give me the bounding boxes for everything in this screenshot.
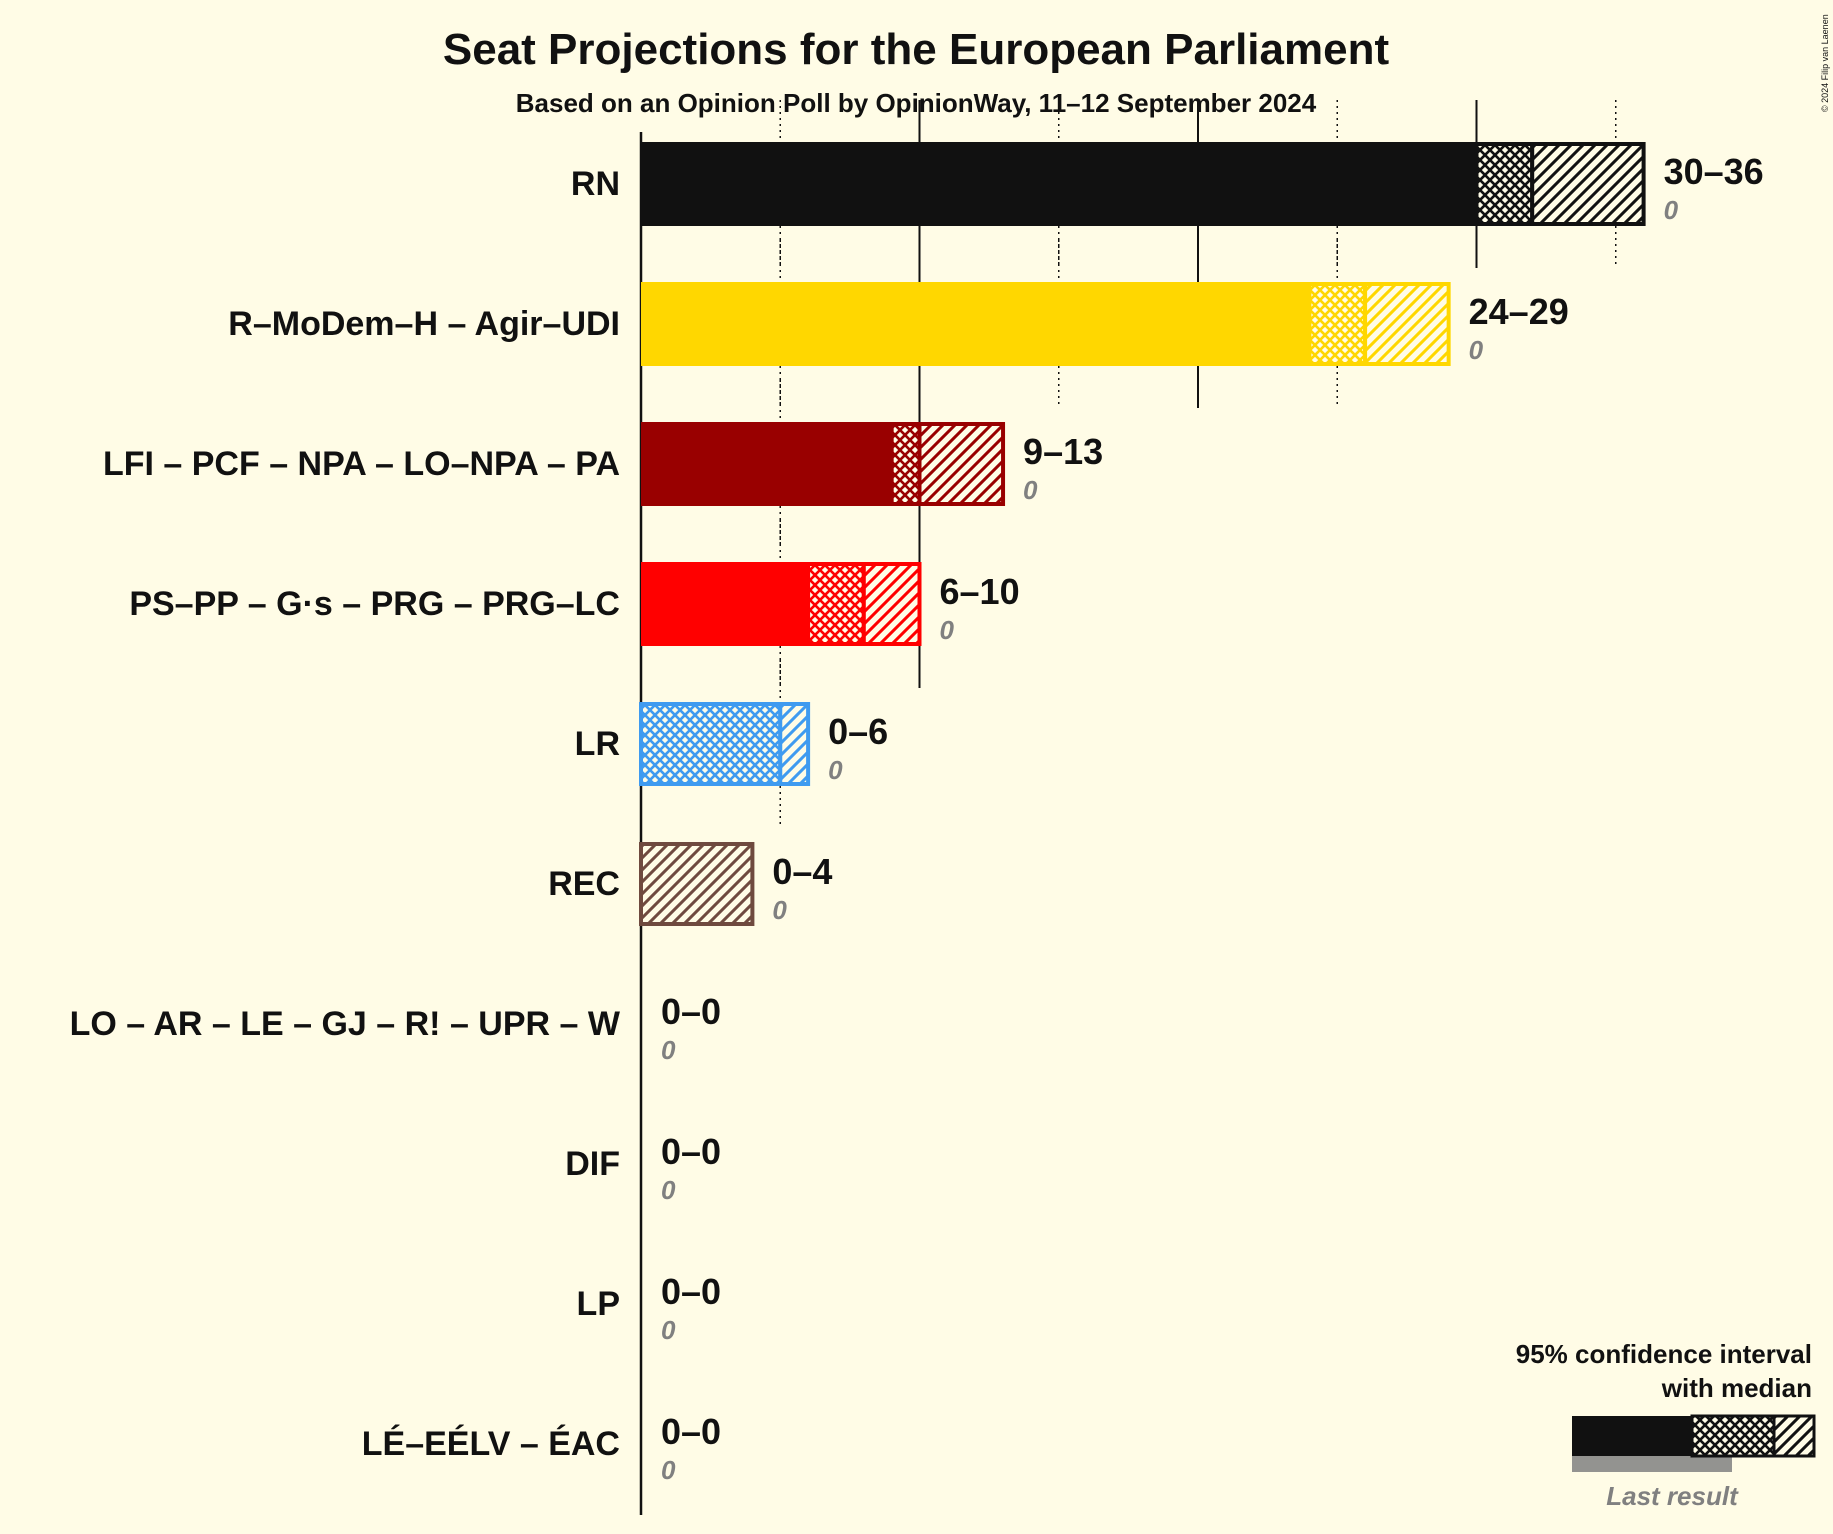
bar-solid bbox=[641, 562, 809, 646]
range-label: 30–36 bbox=[1664, 151, 1764, 192]
range-label: 0–0 bbox=[661, 1411, 721, 1452]
category-label: LÉ–EÉLV – ÉAC bbox=[362, 1425, 620, 1463]
legend-last-result-label: Last result bbox=[1606, 1481, 1739, 1511]
category-label: LP bbox=[577, 1285, 620, 1323]
range-label: 0–4 bbox=[772, 851, 832, 892]
legend-ci-hatch bbox=[1772, 1414, 1816, 1458]
range-label: 0–0 bbox=[661, 1131, 721, 1172]
bar-median-hatch bbox=[889, 422, 922, 506]
category-label: PS–PP – G·s – PRG – PRG–LC bbox=[129, 585, 620, 623]
bar-ci-hatch bbox=[917, 422, 1006, 506]
chart-title: Seat Projections for the European Parlia… bbox=[443, 25, 1390, 74]
category-label: LO – AR – LE – GJ – R! – UPR – W bbox=[70, 1005, 621, 1043]
range-label: 9–13 bbox=[1023, 431, 1103, 472]
range-label: 24–29 bbox=[1469, 291, 1569, 332]
bar-solid bbox=[641, 282, 1310, 366]
last-result-label: 0 bbox=[661, 1315, 676, 1345]
legend-last-result-bar bbox=[1572, 1454, 1732, 1472]
bar-ci-hatch bbox=[861, 562, 922, 646]
range-label: 0–0 bbox=[661, 991, 721, 1032]
legend-line1: 95% confidence interval bbox=[1516, 1339, 1812, 1369]
category-label: REC bbox=[548, 865, 620, 903]
category-label: R–MoDem–H – Agir–UDI bbox=[228, 305, 620, 343]
copyright-note: © 2024 Filip van Laenen bbox=[1820, 14, 1830, 112]
range-label: 0–0 bbox=[661, 1271, 721, 1312]
legend: 95% confidence interval with median Last… bbox=[1516, 1339, 1816, 1511]
last-result-label: 0 bbox=[772, 895, 787, 925]
bar-median-hatch bbox=[639, 702, 783, 786]
last-result-label: 0 bbox=[661, 1455, 676, 1485]
category-label: LFI – PCF – NPA – LO–NPA – PA bbox=[103, 445, 620, 483]
last-result-label: 0 bbox=[661, 1175, 676, 1205]
last-result-label: 0 bbox=[1664, 195, 1679, 225]
last-result-label: 0 bbox=[1023, 475, 1038, 505]
bar-ci-hatch bbox=[1530, 142, 1646, 226]
last-result-label: 0 bbox=[828, 755, 843, 785]
category-label: DIF bbox=[565, 1145, 620, 1183]
legend-solid bbox=[1572, 1416, 1692, 1456]
category-label: RN bbox=[571, 165, 620, 203]
bar-solid bbox=[641, 422, 892, 506]
legend-line2: with median bbox=[1661, 1373, 1812, 1403]
bar-ci-hatch bbox=[1363, 282, 1451, 366]
bar-median-hatch bbox=[1307, 282, 1368, 366]
bar-median-hatch bbox=[1474, 142, 1535, 226]
last-result-label: 0 bbox=[1469, 335, 1484, 365]
bar-ci-hatch bbox=[639, 842, 755, 926]
legend-median-hatch bbox=[1690, 1414, 1776, 1458]
bar-median-hatch bbox=[806, 562, 866, 646]
range-label: 6–10 bbox=[940, 571, 1020, 612]
bar-solid bbox=[641, 142, 1477, 226]
last-result-label: 0 bbox=[940, 615, 955, 645]
category-label: LR bbox=[575, 725, 620, 763]
range-label: 0–6 bbox=[828, 711, 888, 752]
last-result-label: 0 bbox=[661, 1035, 676, 1065]
chart-subtitle: Based on an Opinion Poll by OpinionWay, … bbox=[516, 88, 1317, 118]
bar-ci-hatch bbox=[778, 702, 811, 786]
